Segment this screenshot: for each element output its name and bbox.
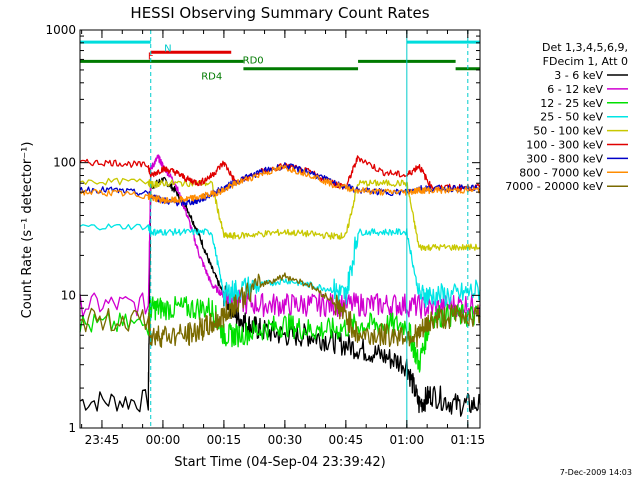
legend-label: 50 - 100 keV [533,125,603,138]
x-axis: 23:45 00:00 00:15 00:30 00:45 01:00 01:15 [81,30,486,447]
flag-label: N [164,43,171,54]
y-tick-label: 1 [68,421,76,435]
flag-label: F [148,52,154,63]
x-tick-label: 23:45 [85,433,120,447]
legend-label: 800 - 7000 keV [519,166,603,179]
series-line [79,155,481,192]
legend-label: 12 - 25 keV [540,97,603,110]
plot-frame [79,29,481,429]
series-line [79,177,481,252]
legend-label: 100 - 300 keV [526,139,603,152]
legend-label: 6 - 12 keV [547,83,603,96]
legend-label: 3 - 6 keV [554,69,603,82]
legend-label: 7000 - 20000 keV [505,180,603,193]
flag-label: RD0 [243,55,264,66]
y-axis: 1 10 100 1000 [45,23,480,435]
x-tick-label: 01:00 [390,433,425,447]
flag-label: RD4 [201,71,222,82]
legend-header-line-1: Det 1,3,4,5,6,9, [542,41,628,54]
series-layer [79,154,481,417]
legend-label: 300 - 800 keV [526,152,603,165]
x-tick-label: 00:00 [146,433,181,447]
legend-header-line-2: FDecim 1, Att 0 [543,55,628,68]
series-line [79,272,481,348]
series-line [79,164,481,205]
timestamp: 7-Dec-2009 14:03 [560,468,632,477]
x-tick-label: 00:15 [207,433,242,447]
chart-title: HESSI Observing Summary Count Rates [130,4,429,22]
y-axis-label: Count Rate (s⁻¹ detector⁻¹) [20,142,35,319]
flag-layer: NF RD0 RD4 [80,40,480,82]
series-line [79,295,481,373]
y-tick-label: 10 [61,288,76,302]
x-axis-label: Start Time (04-Sep-04 23:39:42) [174,455,385,470]
x-tick-label: 00:45 [329,433,364,447]
series-line [79,223,481,308]
y-tick-label: 100 [53,156,76,170]
x-tick-label: 01:15 [451,433,486,447]
legend: Det 1,3,4,5,6,9, FDecim 1, Att 0 3 - 6 k… [505,41,628,193]
series-line [79,176,481,417]
y-tick-label: 1000 [45,23,76,37]
vline-layer [79,30,469,428]
x-tick-label: 00:30 [268,433,303,447]
legend-label: 25 - 50 keV [540,111,603,124]
